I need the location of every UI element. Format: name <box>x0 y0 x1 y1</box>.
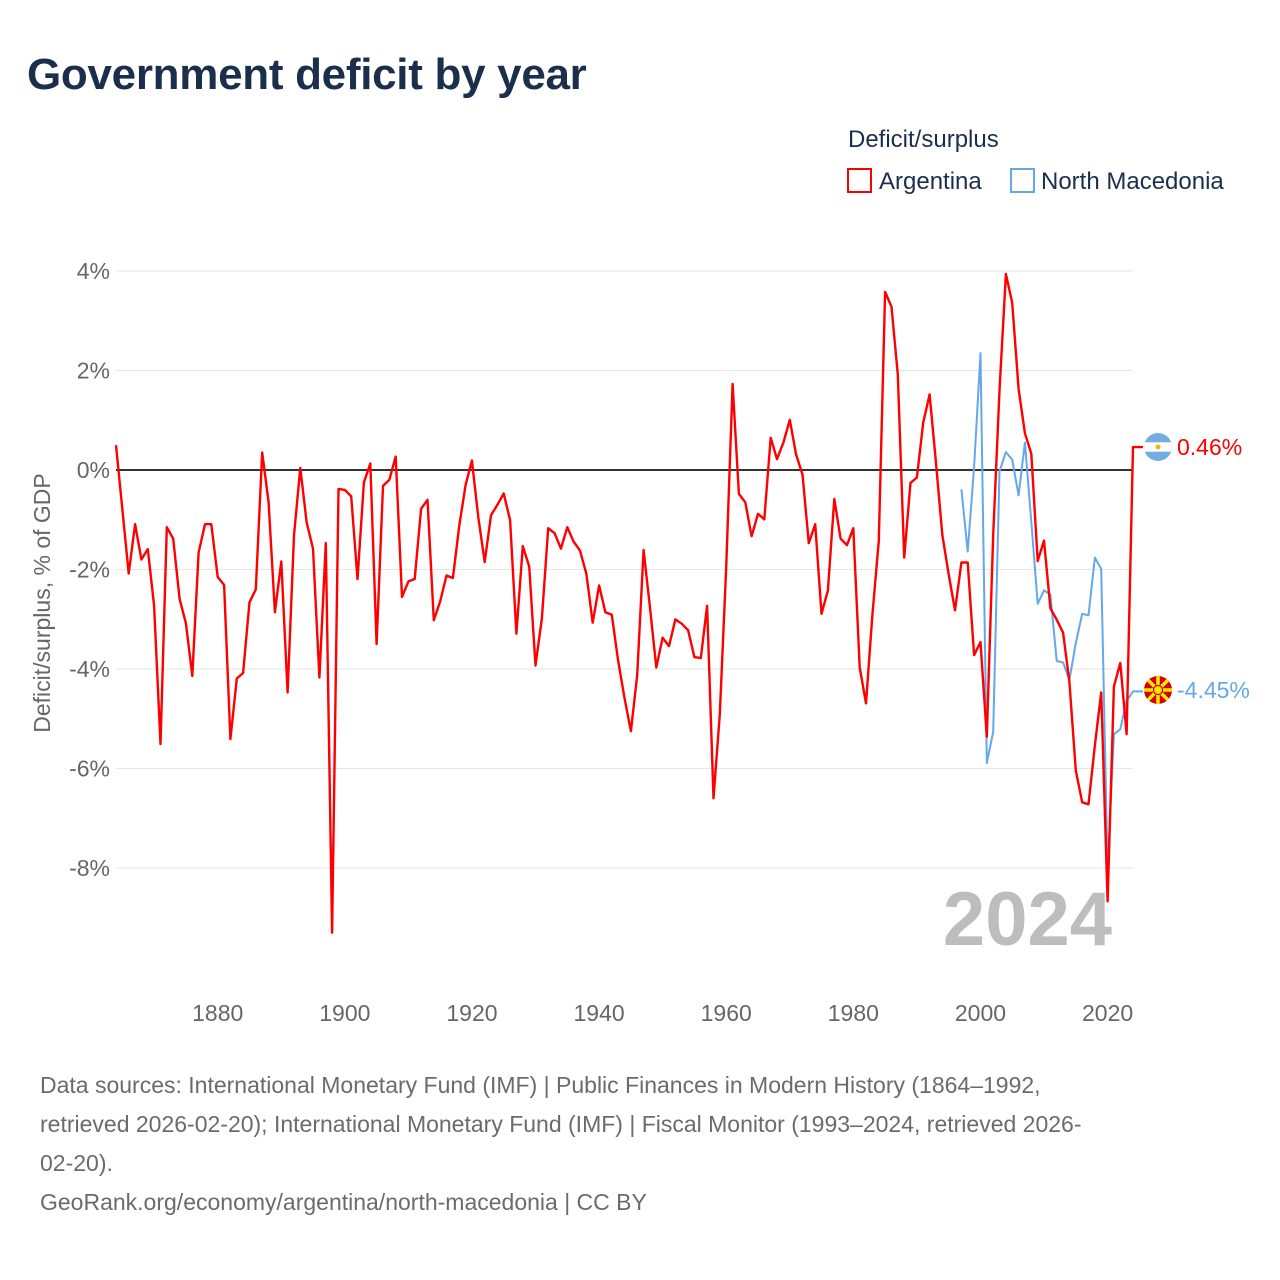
legend-swatch-argentina <box>847 168 872 193</box>
footer-line: 02-20). <box>40 1150 113 1176</box>
end-value-label: 0.46% <box>1177 434 1242 460</box>
flag-sun <box>1155 444 1161 450</box>
gridlines <box>116 270 1133 869</box>
y-tick-label: -8% <box>69 855 110 881</box>
x-axis-ticks: 1880 1900 1920 1940 1960 1980 2000 2020 <box>192 1000 1133 1026</box>
x-tick-label: 1980 <box>828 1000 879 1026</box>
series-line-argentina <box>114 272 1143 934</box>
footer-sources: Data sources: International Monetary Fun… <box>40 1066 1082 1222</box>
legend: Deficit/surplus Argentina North Macedoni… <box>847 126 1224 195</box>
chart-title: Government deficit by year <box>27 50 587 99</box>
x-tick-label: 1920 <box>446 1000 497 1026</box>
legend-label-argentina: Argentina <box>879 168 982 195</box>
legend-item-north-macedonia[interactable]: North Macedonia <box>1010 168 1224 195</box>
x-tick-label: 1960 <box>701 1000 752 1026</box>
legend-title: Deficit/surplus <box>848 126 999 153</box>
y-tick-label: -2% <box>69 557 110 583</box>
argentina-flag-icon <box>1144 433 1172 461</box>
flag-sun <box>1152 684 1164 696</box>
year-watermark: 2024 <box>943 877 1112 962</box>
north-macedonia-end-marker: -4.45% <box>1144 676 1250 704</box>
x-tick-label: 1880 <box>192 1000 243 1026</box>
footer-credit-link[interactable]: GeoRank.org/economy/argentina/north-mace… <box>40 1189 647 1215</box>
legend-item-argentina[interactable]: Argentina <box>847 168 982 195</box>
series-lines <box>114 272 1143 934</box>
end-value-label: -4.45% <box>1177 677 1250 703</box>
footer-line: retrieved 2026-02-20); International Mon… <box>40 1111 1082 1137</box>
end-labels: 0.46% -4.45% <box>1144 433 1250 704</box>
y-tick-label: -4% <box>69 656 110 682</box>
north-macedonia-flag-icon <box>1144 676 1172 704</box>
y-tick-label: 4% <box>77 258 110 284</box>
y-tick-label: 0% <box>77 457 110 483</box>
legend-swatch-north-macedonia <box>1010 168 1035 193</box>
x-tick-label: 1940 <box>573 1000 624 1026</box>
legend-label-north-macedonia: North Macedonia <box>1041 168 1224 195</box>
x-tick-label: 2020 <box>1082 1000 1133 1026</box>
x-tick-label: 1900 <box>319 1000 370 1026</box>
y-tick-label: 2% <box>77 358 110 384</box>
argentina-end-marker: 0.46% <box>1144 433 1242 461</box>
y-axis-ticks: 4% 2% 0% -2% -4% -6% -8% <box>69 258 110 881</box>
footer-line: Data sources: International Monetary Fun… <box>40 1072 1041 1098</box>
line-chart: 4%2%0%-2%-4%-6%-8% 1880 1900 1920 1940 1960 1… <box>29 126 1250 1026</box>
y-axis-label: Deficit/surplus, % of GDP <box>29 473 55 732</box>
y-tick-label: -6% <box>69 756 110 782</box>
x-tick-label: 2000 <box>955 1000 1006 1026</box>
